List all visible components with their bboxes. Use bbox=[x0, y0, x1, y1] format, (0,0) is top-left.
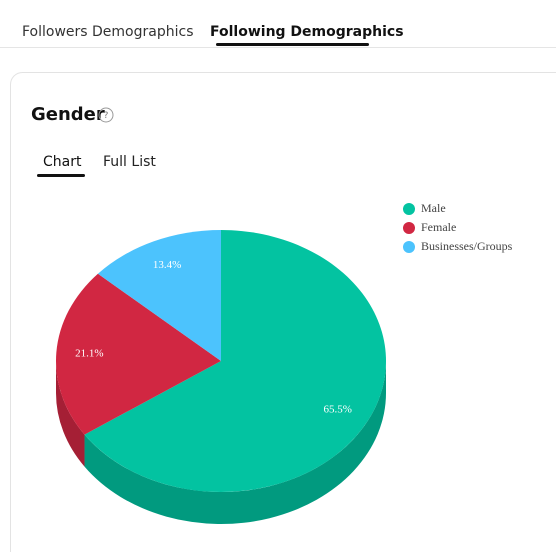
chart: 65.5% 21.1% 13.4% Male Female Businesses/Grou… bbox=[55, 201, 513, 524]
subtab-active[interactable]: Chart bbox=[43, 154, 82, 170]
slice-side bbox=[56, 361, 85, 467]
legend-label: Female bbox=[421, 220, 456, 234]
tab-active[interactable]: Following Demographics bbox=[210, 24, 404, 40]
slice-side bbox=[84, 361, 386, 524]
subtab-underline bbox=[37, 174, 85, 177]
legend-label: Male bbox=[421, 201, 446, 215]
pie-slice bbox=[84, 230, 386, 492]
legend-label: Businesses/Groups bbox=[421, 239, 513, 253]
pie-slice bbox=[97, 230, 221, 361]
legend-swatch bbox=[403, 222, 415, 234]
slice-label: 13.4% bbox=[153, 259, 181, 271]
subtab[interactable]: Full List bbox=[103, 154, 156, 170]
slice-label: 21.1% bbox=[75, 348, 103, 360]
tab-underline bbox=[216, 43, 369, 46]
help-icon-text[interactable]: ? bbox=[104, 111, 109, 121]
help-icon[interactable] bbox=[98, 107, 114, 123]
card-title: Gender bbox=[31, 104, 105, 125]
legend-swatch bbox=[403, 241, 415, 253]
pie-slice bbox=[55, 273, 221, 435]
legend-swatch bbox=[403, 203, 415, 215]
slice-label: 65.5% bbox=[323, 404, 351, 416]
tab[interactable]: Followers Demographics bbox=[22, 24, 194, 40]
